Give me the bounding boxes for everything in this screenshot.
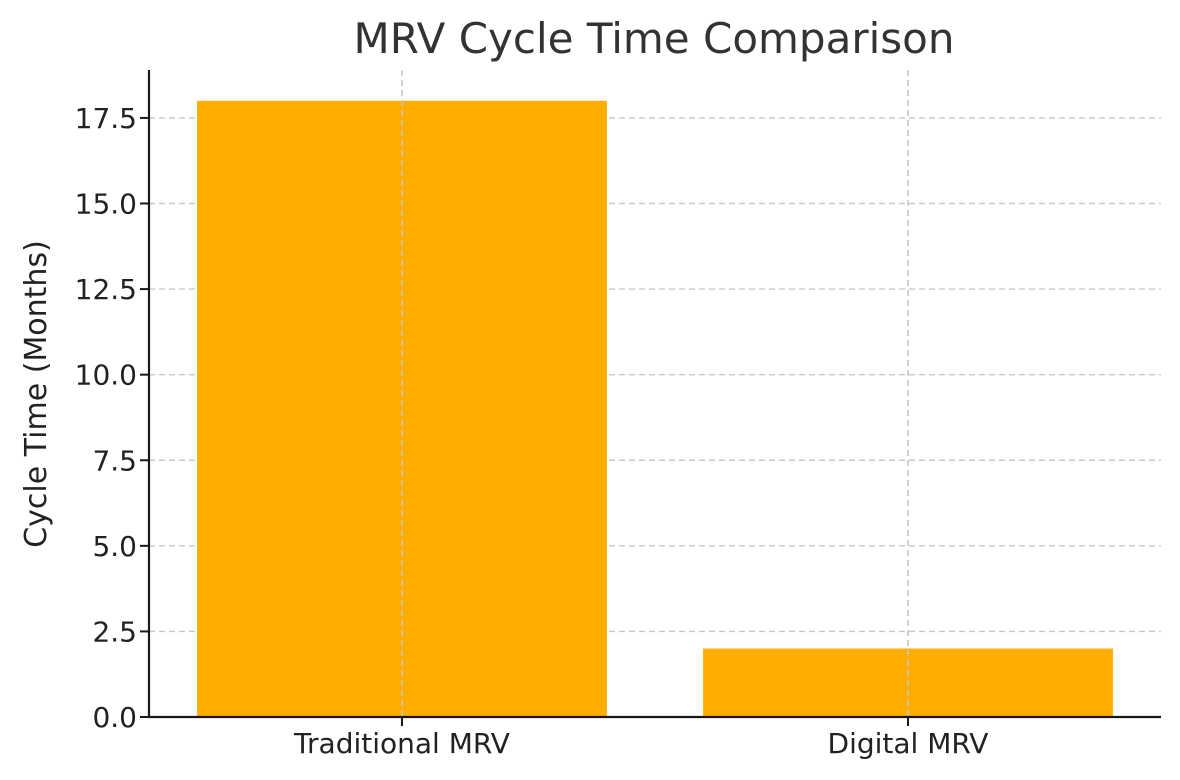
y-tick-label: 15.0 bbox=[75, 188, 137, 221]
y-tick-label: 5.0 bbox=[92, 530, 137, 563]
x-tick-label: Digital MRV bbox=[828, 727, 989, 760]
x-tick-label: Traditional MRV bbox=[293, 727, 510, 760]
y-tick-label: 12.5 bbox=[75, 273, 137, 306]
y-tick-label: 2.5 bbox=[92, 615, 137, 648]
axis-ticks: 0.0 2.5 5.0 7.5 10.0 12.5 15.0 17.5 Traditional … bbox=[75, 102, 989, 760]
bars bbox=[197, 70, 1113, 718]
chart-title: MRV Cycle Time Comparison bbox=[354, 14, 955, 63]
y-tick-label: 10.0 bbox=[75, 359, 137, 392]
y-axis-label: Cycle Time (Months) bbox=[19, 240, 54, 548]
y-tick-label: 17.5 bbox=[75, 102, 137, 135]
y-tick-label: 7.5 bbox=[92, 444, 137, 477]
y-tick-label: 0.0 bbox=[92, 701, 137, 734]
axes bbox=[147, 70, 1161, 719]
